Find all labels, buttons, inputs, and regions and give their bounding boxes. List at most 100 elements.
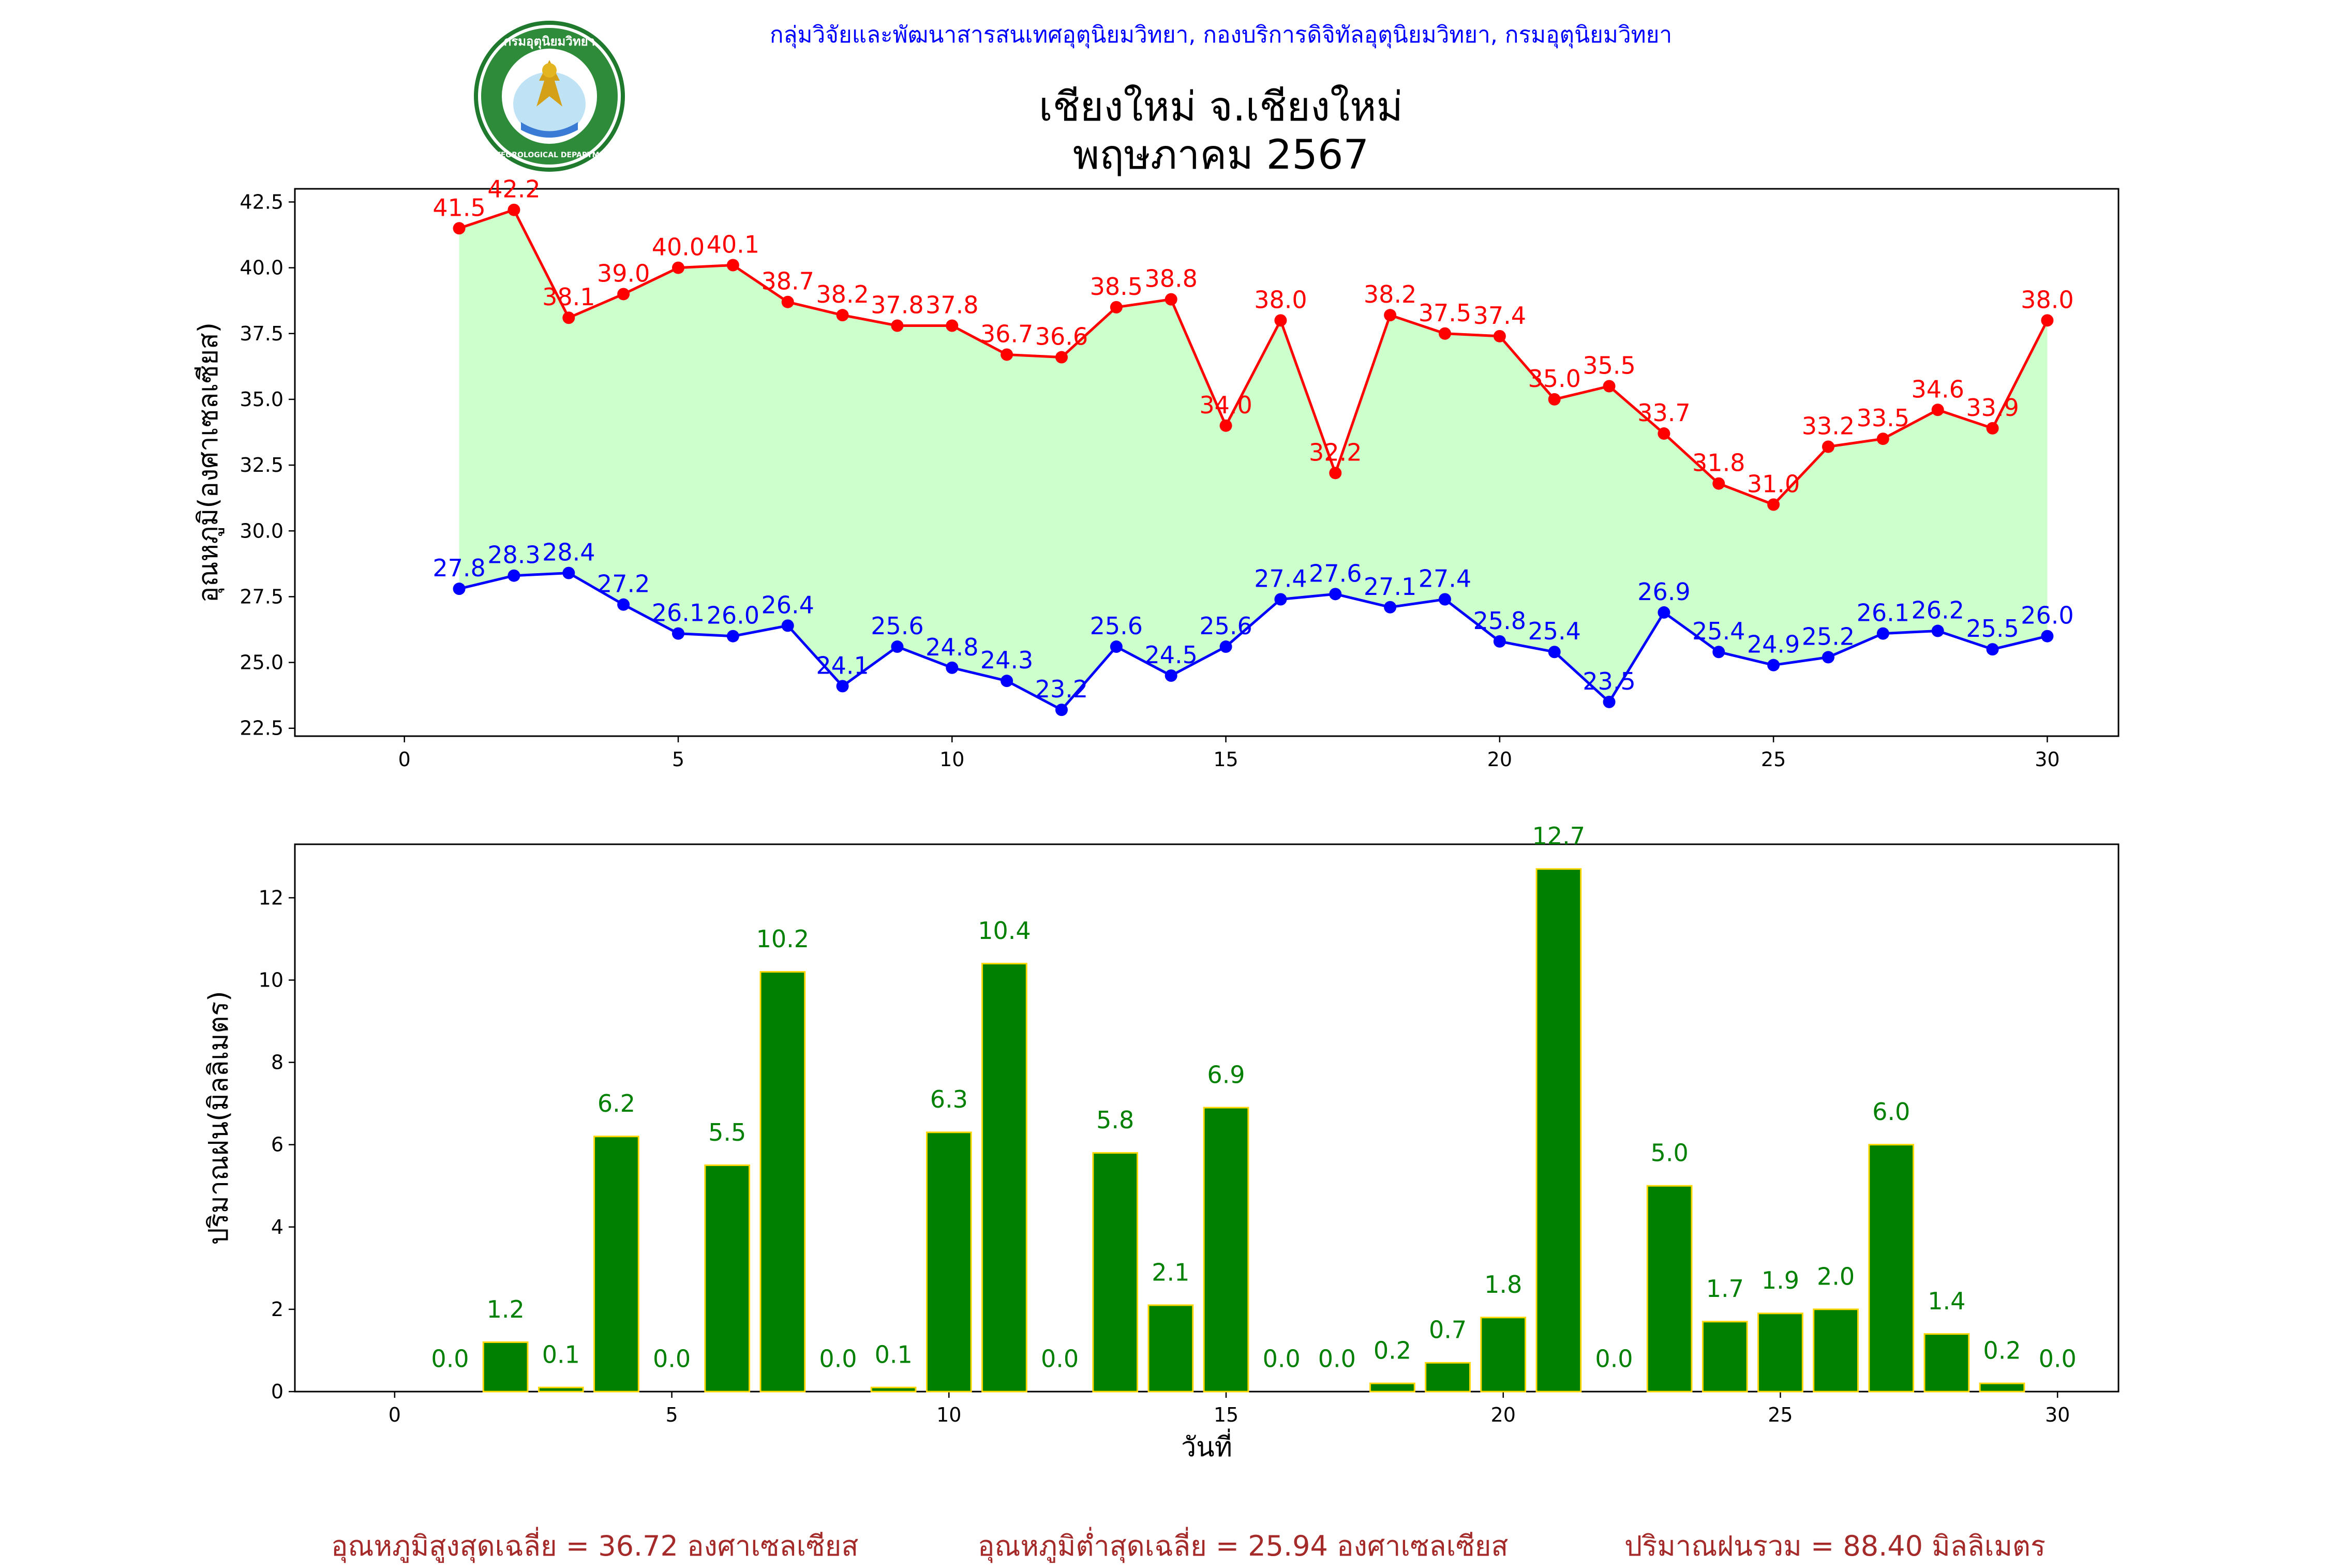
footer-avg-min-temp: อุณหภูมิต่ำสุดเฉลี่ย = 25.94 องศาเซลเซีย… xyxy=(978,1530,1509,1562)
max-temp-point xyxy=(617,288,630,301)
temp-plot-frame xyxy=(294,188,2120,737)
rain-value-label: 10.4 xyxy=(978,917,1031,945)
max-temp-point xyxy=(1658,427,1670,440)
min-temp-point xyxy=(1219,640,1232,653)
rain-x-tick-label: 0 xyxy=(389,1403,401,1426)
rain-value-label: 0.0 xyxy=(431,1345,469,1372)
max-temp-point xyxy=(1931,404,1944,416)
rain-bar xyxy=(1813,1308,1859,1393)
rain-bar xyxy=(870,1386,917,1393)
max-temp-point xyxy=(1603,380,1616,393)
rain-bar xyxy=(1923,1333,1970,1393)
rain-value-label: 5.8 xyxy=(1096,1106,1134,1134)
temp-y-tick-label: 27.5 xyxy=(240,585,283,608)
min-temp-point xyxy=(1767,659,1780,671)
rain-bar xyxy=(482,1341,529,1393)
rain-value-label: 6.2 xyxy=(598,1089,635,1117)
max-temp-point xyxy=(1822,440,1834,453)
max-temp-point xyxy=(1712,477,1725,490)
max-temp-point xyxy=(562,311,575,324)
rain-bar xyxy=(593,1136,639,1393)
max-temp-point xyxy=(1110,301,1123,313)
rain-y-tick-label: 10 xyxy=(259,969,283,992)
chart-title-station: เชียงใหม่ จ.เชียงใหม่ xyxy=(1039,84,1403,130)
logo-water-icon xyxy=(521,122,578,138)
max-temp-label: 32.2 xyxy=(1309,438,1362,466)
rain-y-tick-label: 0 xyxy=(271,1380,283,1403)
max-temp-label: 35.0 xyxy=(1528,365,1580,393)
rain-bar xyxy=(981,963,1027,1393)
rain-y-tick-label: 6 xyxy=(271,1133,283,1156)
min-temp-label: 26.9 xyxy=(1637,578,1690,606)
temperature-range-fill xyxy=(459,210,2048,710)
deity-head-icon xyxy=(542,63,557,78)
max-temp-point xyxy=(1055,351,1068,364)
rain-value-label: 0.0 xyxy=(1263,1345,1301,1372)
temperature-chart: 0 5 10 15 20 25 30 22.5 25.0 27.5 30.0 32.5 35.0 37.5… xyxy=(193,175,2120,771)
temperature-y-axis-label: อุณหภูมิ(องศาเซลเซียส) xyxy=(193,322,225,603)
min-temp-label: 25.6 xyxy=(871,612,923,640)
max-temp-point xyxy=(726,259,739,272)
rain-value-label: 1.2 xyxy=(487,1295,525,1323)
min-temp-label: 24.9 xyxy=(1747,631,1800,659)
rain-y-tick-label: 4 xyxy=(271,1216,283,1238)
min-temp-label: 25.5 xyxy=(1966,615,2019,643)
rain-x-tick-label: 10 xyxy=(936,1403,961,1426)
rain-value-label: 1.4 xyxy=(1928,1287,1965,1315)
max-temp-label: 38.7 xyxy=(761,267,814,295)
temperature-labels-group: 41.542.238.139.040.0 40.138.7 38.2 37.8 37.8… xyxy=(432,175,2073,703)
rain-x-tick-label: 20 xyxy=(1491,1403,1516,1426)
min-temp-point xyxy=(1712,646,1725,659)
max-temp-label: 38.2 xyxy=(1364,280,1416,308)
max-temp-point xyxy=(1438,327,1451,340)
min-temp-label: 25.2 xyxy=(1802,622,1855,650)
max-temp-label: 34.0 xyxy=(1199,391,1252,419)
max-temp-point xyxy=(836,309,849,322)
rainfall-x-axis-label: วันที่ xyxy=(1181,1428,1232,1463)
max-temp-label: 38.8 xyxy=(1144,265,1197,293)
rain-value-label: 6.9 xyxy=(1207,1061,1245,1088)
rain-value-label: 1.7 xyxy=(1706,1275,1744,1303)
rain-x-tick-label: 30 xyxy=(2045,1403,2070,1426)
temp-x-tick-label: 20 xyxy=(1487,748,1512,771)
max-temp-label: 42.2 xyxy=(487,175,540,203)
max-temp-label: 38.2 xyxy=(816,280,869,308)
min-temp-label: 27.8 xyxy=(432,554,485,582)
min-temp-point xyxy=(1986,643,1999,656)
max-temp-line xyxy=(458,208,2049,506)
max-temp-point xyxy=(508,203,520,216)
max-temp-label: 37.4 xyxy=(1473,302,1526,330)
min-temp-label: 28.4 xyxy=(542,539,595,566)
temp-x-tick-label: 10 xyxy=(939,748,964,771)
max-temp-point xyxy=(1329,467,1342,480)
rain-bar xyxy=(1646,1185,1693,1393)
rain-value-label: 10.2 xyxy=(756,925,809,953)
temp-x-tick-label: 25 xyxy=(1761,748,1786,771)
rain-value-label: 6.0 xyxy=(1872,1098,1910,1126)
min-temp-point xyxy=(726,630,739,643)
max-temp-label: 36.6 xyxy=(1035,323,1088,351)
temp-y-tick-label: 30.0 xyxy=(240,519,283,542)
min-temp-point xyxy=(1603,695,1616,708)
footer-avg-max-temp: อุณหภูมิสูงสุดเฉลี่ย = 36.72 องศาเซลเซีย… xyxy=(331,1530,859,1562)
max-temp-label: 37.5 xyxy=(1419,299,1471,327)
min-temp-label: 24.5 xyxy=(1144,641,1197,669)
min-temp-point xyxy=(2041,630,2054,643)
rain-bar xyxy=(1369,1382,1415,1393)
min-temp-label: 23.5 xyxy=(1583,667,1635,695)
max-temp-label: 33.5 xyxy=(1857,404,1909,432)
min-temp-point xyxy=(1493,635,1506,648)
max-temp-point xyxy=(1986,422,1999,435)
rain-x-tick-label: 15 xyxy=(1214,1403,1238,1426)
min-temp-label: 23.2 xyxy=(1035,675,1088,703)
temp-y-tick-label: 35.0 xyxy=(240,388,283,411)
rain-value-label: 12.7 xyxy=(1532,822,1585,850)
rain-x-tick-label: 25 xyxy=(1768,1403,1793,1426)
max-temp-label: 40.0 xyxy=(652,233,705,261)
min-temp-point xyxy=(891,640,904,653)
max-temp-point xyxy=(1165,293,1177,306)
rain-bar xyxy=(1702,1321,1748,1393)
min-temp-label: 25.4 xyxy=(1528,617,1580,645)
temp-x-tick-label: 30 xyxy=(2035,748,2060,771)
rain-bar xyxy=(1203,1107,1249,1393)
